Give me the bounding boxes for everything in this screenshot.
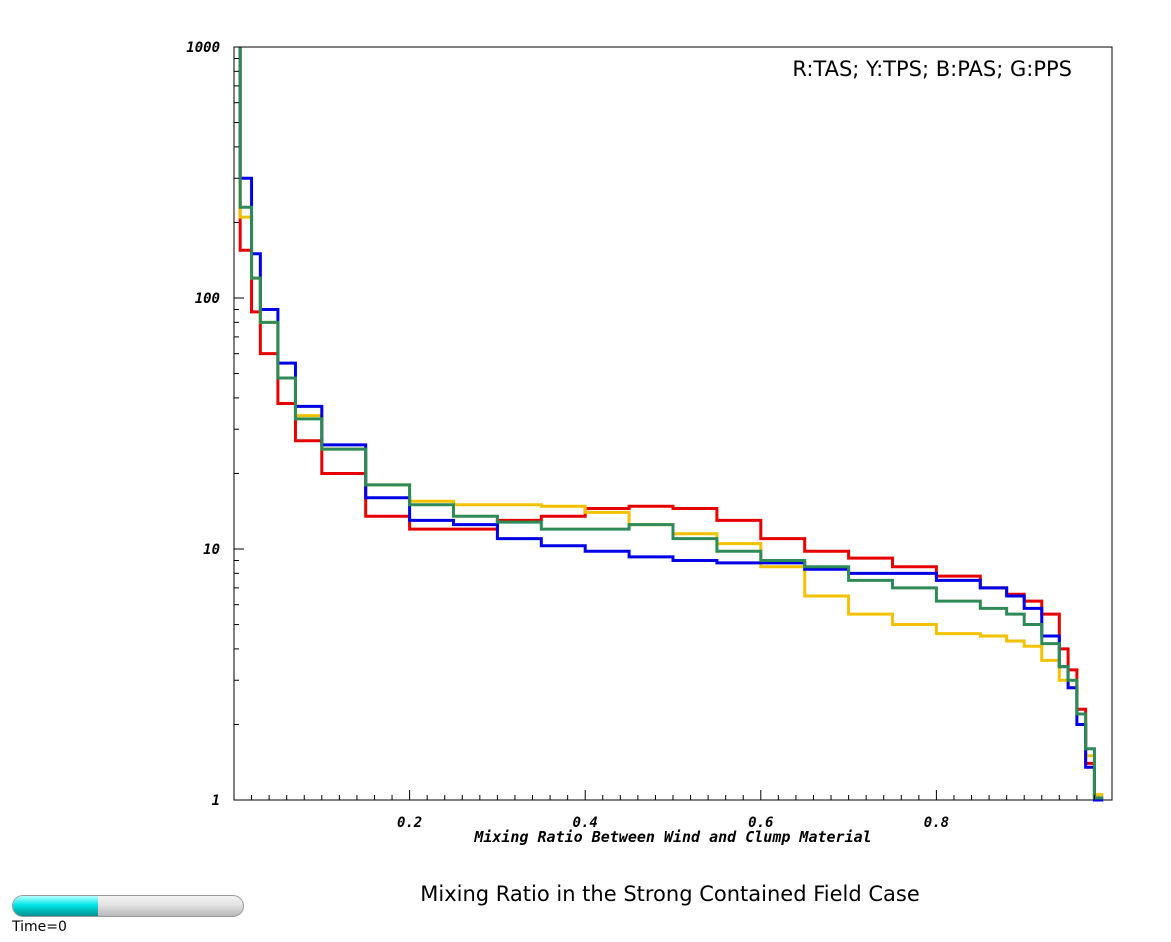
- x-axis-ticks: 0.2 0.4 0.6 0.8: [251, 790, 1095, 831]
- x-tick-label: 0.6: [748, 815, 773, 831]
- plot-area-frame: [233, 46, 1113, 801]
- time-label: Time=0: [12, 919, 67, 935]
- y-tick-label: 10: [203, 542, 220, 558]
- series-line-4: [238, 47, 1104, 800]
- series-line-1: [238, 47, 1104, 800]
- chart-caption: Mixing Ratio in the Strong Contained Fie…: [420, 882, 920, 906]
- x-axis-title: Mixing Ratio Between Wind and Clump Mate…: [473, 828, 871, 846]
- x-tick-label: 0.8: [924, 815, 949, 831]
- series-line-2: [238, 47, 1104, 797]
- x-tick-label: 0.4: [573, 815, 598, 831]
- series-line-3: [238, 47, 1104, 802]
- y-tick-label: 1000: [186, 40, 220, 56]
- time-slider-fill: [13, 896, 99, 916]
- y-tick-label: 1: [212, 793, 220, 809]
- legend-text: R:TAS; Y:TPS; B:PAS; G:PPS: [792, 57, 1072, 81]
- y-tick-label: 100: [195, 291, 220, 307]
- y-axis-ticks: 1 10 100 1000: [186, 40, 244, 809]
- time-slider[interactable]: [12, 895, 244, 917]
- x-tick-label: 0.2: [397, 815, 422, 831]
- series-layer: [238, 47, 1104, 802]
